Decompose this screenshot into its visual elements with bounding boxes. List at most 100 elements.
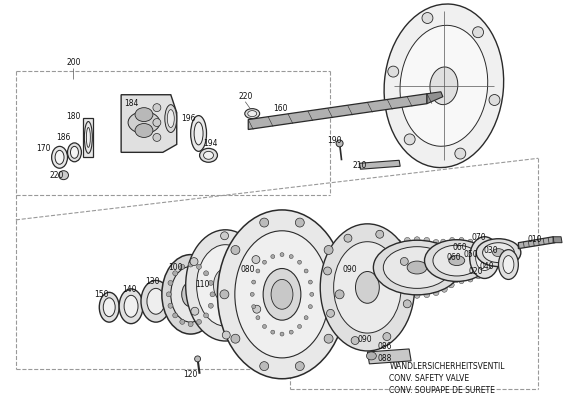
Circle shape — [486, 264, 491, 269]
Circle shape — [298, 324, 302, 328]
Circle shape — [168, 303, 173, 308]
Circle shape — [395, 290, 401, 296]
Circle shape — [256, 316, 260, 320]
Circle shape — [180, 264, 185, 269]
Ellipse shape — [400, 25, 488, 146]
Text: 150: 150 — [94, 290, 109, 299]
Circle shape — [473, 27, 483, 38]
Circle shape — [260, 362, 269, 370]
Ellipse shape — [217, 210, 346, 379]
Circle shape — [486, 252, 491, 257]
Circle shape — [468, 277, 473, 282]
Circle shape — [487, 258, 492, 263]
Text: 090: 090 — [357, 334, 372, 344]
Ellipse shape — [52, 146, 67, 168]
Circle shape — [468, 239, 473, 244]
Ellipse shape — [424, 240, 489, 282]
Circle shape — [208, 280, 213, 286]
Circle shape — [453, 277, 460, 282]
Circle shape — [304, 269, 308, 273]
Circle shape — [153, 134, 161, 142]
Circle shape — [441, 243, 447, 249]
Ellipse shape — [103, 298, 115, 317]
Circle shape — [351, 336, 359, 344]
Circle shape — [489, 94, 500, 106]
Text: 070: 070 — [471, 233, 486, 242]
Circle shape — [414, 237, 420, 243]
Text: 200: 200 — [66, 58, 81, 68]
Circle shape — [344, 234, 352, 242]
Ellipse shape — [213, 268, 237, 302]
Circle shape — [375, 252, 381, 258]
Ellipse shape — [71, 146, 79, 158]
Circle shape — [448, 247, 454, 253]
Circle shape — [459, 238, 464, 242]
Text: 180: 180 — [66, 112, 80, 121]
Circle shape — [250, 292, 254, 296]
Circle shape — [457, 271, 462, 277]
Text: 220: 220 — [238, 92, 252, 101]
Ellipse shape — [430, 67, 458, 105]
Ellipse shape — [503, 256, 514, 274]
Text: 140: 140 — [122, 285, 136, 294]
Ellipse shape — [499, 250, 518, 280]
Circle shape — [324, 334, 333, 343]
Circle shape — [404, 238, 410, 243]
Circle shape — [441, 286, 447, 292]
Ellipse shape — [245, 109, 260, 118]
Circle shape — [190, 258, 198, 266]
Circle shape — [310, 292, 314, 296]
Circle shape — [263, 324, 267, 328]
Circle shape — [448, 282, 454, 288]
Text: 100: 100 — [169, 263, 183, 272]
Circle shape — [196, 319, 201, 324]
Circle shape — [404, 134, 415, 145]
Circle shape — [371, 271, 378, 277]
Ellipse shape — [55, 150, 64, 164]
Ellipse shape — [492, 249, 504, 257]
Ellipse shape — [162, 255, 220, 334]
Ellipse shape — [124, 295, 138, 317]
Circle shape — [457, 258, 462, 264]
Text: 060: 060 — [447, 253, 461, 262]
Circle shape — [153, 104, 161, 112]
Circle shape — [433, 242, 438, 247]
Circle shape — [423, 252, 428, 257]
Ellipse shape — [182, 282, 200, 307]
Polygon shape — [359, 160, 400, 169]
Circle shape — [380, 282, 386, 288]
Ellipse shape — [374, 240, 461, 295]
Ellipse shape — [135, 124, 153, 138]
Circle shape — [414, 292, 420, 298]
Circle shape — [263, 260, 267, 264]
Circle shape — [295, 218, 305, 227]
Circle shape — [308, 280, 312, 284]
Ellipse shape — [119, 289, 143, 324]
Ellipse shape — [165, 105, 177, 132]
Ellipse shape — [271, 280, 293, 309]
Circle shape — [441, 239, 445, 244]
Circle shape — [173, 271, 178, 276]
Circle shape — [388, 66, 398, 77]
Circle shape — [422, 258, 427, 263]
Text: 190: 190 — [327, 136, 342, 145]
Text: 020: 020 — [469, 267, 483, 276]
Ellipse shape — [476, 239, 521, 266]
Text: 120: 120 — [183, 370, 198, 379]
Circle shape — [336, 140, 343, 147]
Circle shape — [324, 267, 332, 275]
Ellipse shape — [58, 171, 68, 180]
Text: CONV. SOUPAPE DE SURETE: CONV. SOUPAPE DE SURETE — [389, 386, 495, 395]
Text: 060: 060 — [452, 243, 467, 252]
Text: 090: 090 — [342, 265, 357, 274]
Circle shape — [422, 12, 433, 24]
Ellipse shape — [84, 122, 92, 153]
Circle shape — [304, 316, 308, 320]
Circle shape — [387, 286, 393, 292]
Circle shape — [476, 242, 481, 247]
Circle shape — [459, 279, 464, 284]
Circle shape — [433, 240, 439, 246]
Text: WANDLERSICHERHEITSVENTIL: WANDLERSICHERHEITSVENTIL — [389, 362, 505, 371]
Ellipse shape — [128, 112, 160, 134]
Circle shape — [324, 246, 333, 254]
